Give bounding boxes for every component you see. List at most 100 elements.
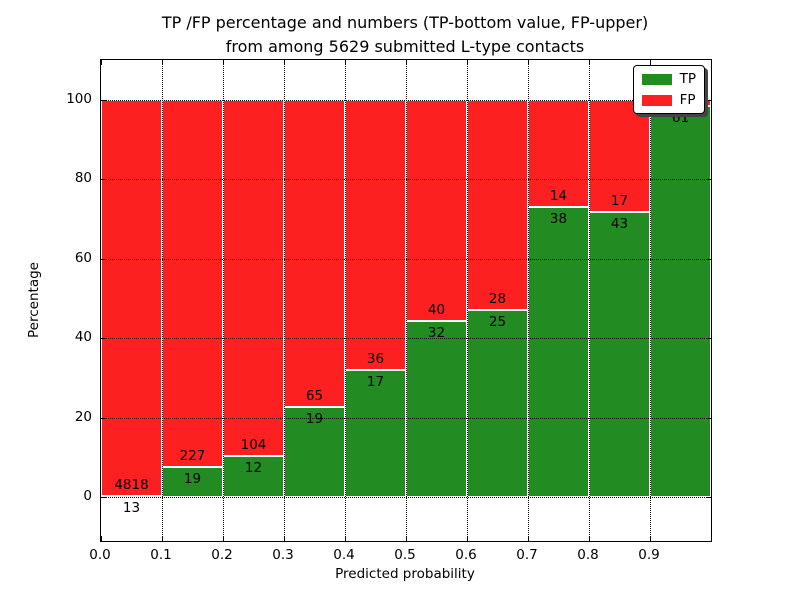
y-tick-left: [101, 417, 106, 419]
x-tick-label: 0.0: [89, 547, 111, 563]
x-tick-bottom: [406, 536, 407, 541]
fp-count-label: 227: [179, 447, 206, 464]
tp-count-label: 19: [305, 411, 324, 428]
v-gridline: [589, 60, 590, 541]
chart-title: TP /FP percentage and numbers (TP-bottom…: [100, 11, 710, 59]
fp-count-label: 14: [549, 187, 568, 204]
plot-area: 4818 13 227 19 104 12 65 19 36 17 40 32 28 25 14 38 17 43…: [100, 59, 712, 542]
x-tick-label: 0.6: [455, 547, 477, 563]
x-tick-bottom: [284, 536, 285, 541]
legend-row-fp: FP: [641, 92, 696, 108]
fp-count-label: 104: [240, 437, 267, 454]
v-gridline: [528, 60, 529, 541]
bar-fp-segment: [528, 99, 589, 207]
y-tick-right: [706, 99, 711, 101]
x-tick-bottom: [345, 536, 346, 541]
legend-swatch-tp-icon: [641, 73, 672, 85]
fp-count-label: 36: [366, 350, 385, 367]
y-tick-left: [101, 497, 106, 499]
x-tick-bottom: [101, 536, 102, 541]
x-tick-top: [650, 60, 651, 65]
bar-fp-segment: [345, 99, 406, 370]
fp-count-label: 17: [610, 193, 629, 210]
y-tick-left: [101, 258, 106, 260]
bar-fp-segment: [223, 99, 284, 457]
x-tick-bottom: [650, 536, 651, 541]
y-tick-label: 40: [74, 329, 92, 346]
x-axis-label: Predicted probability: [335, 566, 475, 582]
tp-count-label: 17: [366, 373, 385, 390]
bar-tp-segment: [406, 320, 467, 498]
x-tick-bottom: [528, 536, 529, 541]
x-tick-label: 0.7: [516, 547, 538, 563]
tp-count-label: 61: [671, 110, 690, 127]
x-tick-label: 0.8: [577, 547, 599, 563]
fp-count-label: 28: [488, 290, 507, 307]
y-tick-left: [101, 338, 106, 340]
bar-tp-segment: [528, 206, 589, 498]
bar-fp-segment: [101, 99, 162, 497]
x-tick-top: [101, 60, 102, 65]
bar-fp-segment: [467, 99, 528, 310]
tp-count-label: 12: [244, 460, 263, 477]
y-tick-right: [706, 338, 711, 340]
fp-count-label: 40: [427, 301, 446, 318]
bar-tp-segment: [589, 212, 650, 498]
y-tick-label: 60: [74, 249, 92, 266]
v-gridline: [406, 60, 407, 541]
tp-count-label: 38: [549, 210, 568, 227]
bar-fp-segment: [589, 99, 650, 213]
x-tick-label: 0.3: [272, 547, 294, 563]
x-tick-label: 0.9: [638, 547, 660, 563]
legend-row-tp: TP: [641, 71, 696, 87]
chart-title-line2: from among 5629 submitted L-type contact…: [225, 37, 585, 56]
v-gridline: [467, 60, 468, 541]
bar-fp-segment: [284, 99, 345, 408]
x-tick-top: [162, 60, 163, 65]
x-tick-label: 0.4: [333, 547, 355, 563]
fp-count-label: 4818: [114, 477, 149, 494]
tp-count-label: 32: [427, 324, 446, 341]
y-tick-label: 0: [83, 488, 92, 505]
bar-tp-segment: [284, 407, 345, 498]
y-tick-label: 20: [74, 408, 92, 425]
x-tick-top: [223, 60, 224, 65]
x-tick-bottom: [162, 536, 163, 541]
y-tick-left: [101, 179, 106, 181]
tp-count-label: 25: [488, 313, 507, 330]
tp-count-label: 13: [122, 500, 141, 517]
bar-tp-segment: [650, 106, 711, 498]
v-gridline: [223, 60, 224, 541]
legend-label-fp: FP: [679, 92, 696, 108]
y-tick-label: 80: [74, 170, 92, 187]
tp-count-label: 43: [610, 216, 629, 233]
bar-fp-segment: [406, 99, 467, 321]
legend-swatch-fp-icon: [641, 94, 672, 106]
x-tick-label: 0.2: [211, 547, 233, 563]
x-tick-bottom: [589, 536, 590, 541]
tp-count-label: 19: [183, 470, 202, 487]
legend: TP FP: [632, 65, 705, 114]
y-axis-label: Percentage: [26, 262, 42, 338]
v-gridline: [162, 60, 163, 541]
v-gridline: [650, 60, 651, 541]
x-tick-label: 0.1: [150, 547, 172, 563]
bar-tp-segment: [345, 369, 406, 498]
bar-tp-segment: [162, 466, 223, 498]
x-tick-top: [467, 60, 468, 65]
x-tick-top: [406, 60, 407, 65]
x-tick-bottom: [467, 536, 468, 541]
x-tick-bottom: [223, 536, 224, 541]
chart-title-line1: TP /FP percentage and numbers (TP-bottom…: [161, 13, 649, 32]
x-tick-top: [589, 60, 590, 65]
x-tick-label: 0.5: [394, 547, 416, 563]
x-tick-top: [528, 60, 529, 65]
y-tick-right: [706, 497, 711, 499]
y-tick-label: 100: [66, 90, 92, 107]
y-tick-right: [706, 417, 711, 419]
fp-count-label: 65: [305, 388, 324, 405]
v-gridline: [345, 60, 346, 541]
x-tick-top: [345, 60, 346, 65]
y-tick-left: [101, 99, 106, 101]
